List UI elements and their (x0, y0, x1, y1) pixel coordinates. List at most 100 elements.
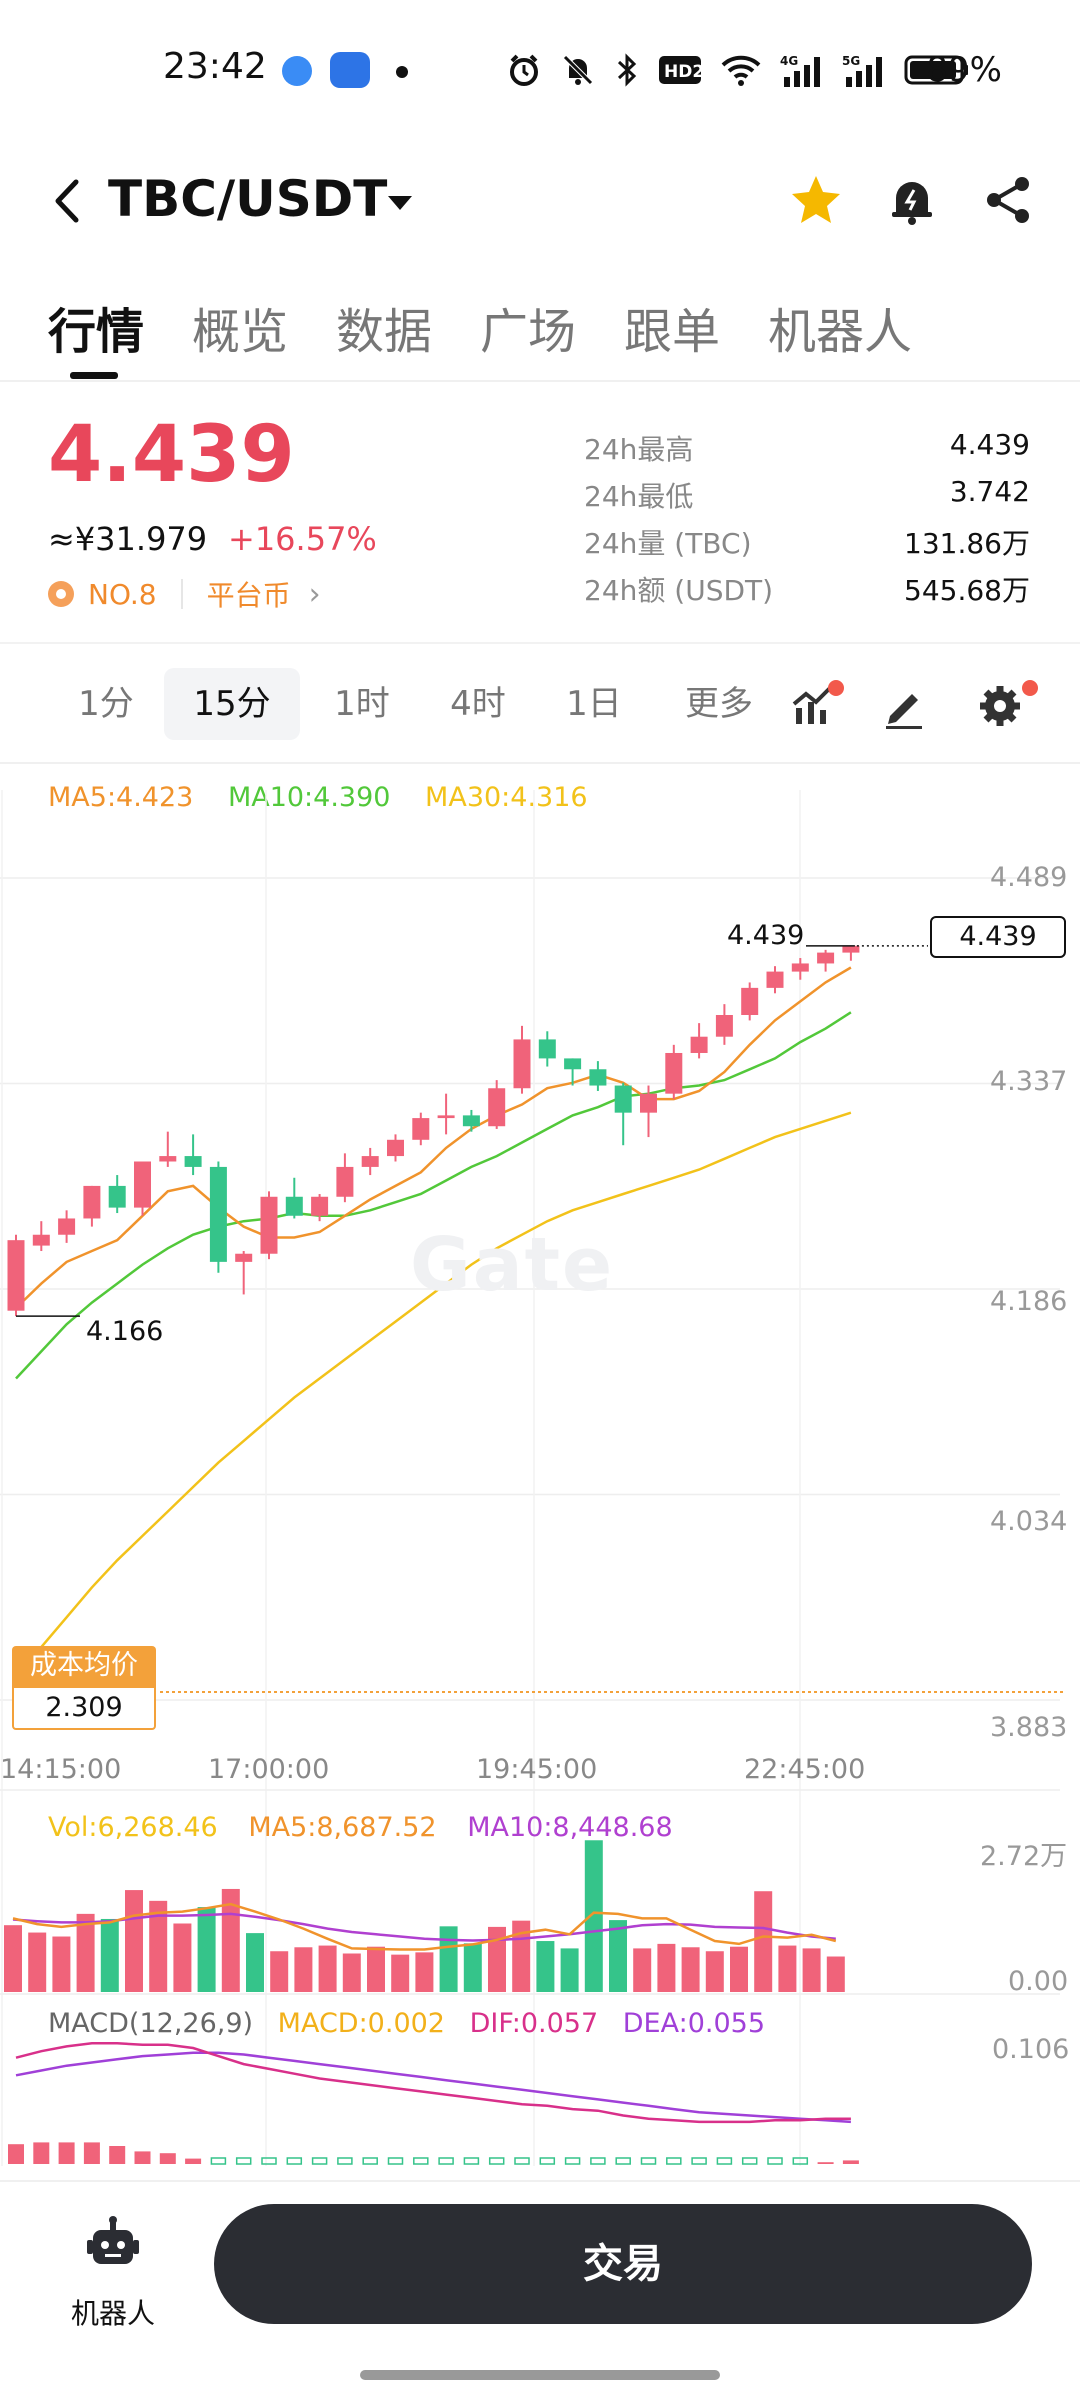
volume-bar (584, 1840, 603, 1992)
candle-body (488, 1088, 506, 1127)
tab-market[interactable]: 行情 (48, 304, 145, 360)
price-change: +16.57% (228, 520, 377, 558)
interval-15m[interactable]: 15分 (164, 668, 300, 740)
main-tabs: 行情 概览 数据 广场 跟单 机器人 (0, 280, 1080, 380)
tab-overview[interactable]: 概览 (192, 304, 289, 360)
interval-more[interactable]: 更多 (685, 684, 753, 724)
draw-tool-icon[interactable] (880, 682, 928, 730)
macd-hist-bar (8, 2144, 24, 2164)
bell-icon[interactable] (884, 172, 940, 228)
candle-body (462, 1115, 480, 1127)
price-axis-label: 4.034 (990, 1506, 1068, 1537)
stat-value: 3.742 (949, 475, 1030, 508)
stat-24h-high: 24h最高 4.439 (584, 428, 1030, 475)
trade-button[interactable]: 交易 (214, 2204, 1032, 2324)
dea-line (15, 2051, 851, 2124)
candle-body (412, 1118, 430, 1140)
status-icons: HD2 4G 5G (506, 50, 970, 90)
volume-bar (76, 1913, 95, 1992)
macd-hist-bar (842, 2160, 859, 2164)
macd-hist-bar (387, 2157, 404, 2165)
macd-hist-bar (362, 2157, 378, 2165)
candle-body (817, 952, 835, 964)
candle-body (32, 1234, 50, 1246)
price-cny: ≈¥31.979 (48, 520, 208, 558)
current-price-tag: 4.439 (930, 916, 1066, 958)
price-axis-label: 4.337 (990, 1066, 1068, 1097)
tab-robot[interactable]: 机器人 (768, 304, 913, 360)
ma30-value: MA30:4.316 (425, 782, 588, 813)
tab-data[interactable]: 数据 (336, 304, 433, 360)
price-axis-label: 3.883 (990, 1712, 1068, 1743)
stat-24h-low: 24h最低 3.742 (584, 475, 1030, 522)
macd-hist-bar (792, 2157, 809, 2165)
candle-body (640, 1093, 657, 1113)
chevron-right-icon[interactable]: › (308, 576, 321, 612)
volume-bar (488, 1926, 506, 1992)
tab-square[interactable]: 广场 (480, 304, 577, 360)
macd-hist-bar (741, 2157, 758, 2165)
robot-button[interactable]: 机器人 (60, 2210, 166, 2330)
interval-1m[interactable]: 1分 (78, 684, 134, 724)
home-indicator[interactable] (360, 2370, 720, 2380)
low-price-marker: 4.166 (86, 1316, 164, 1347)
volume-axis-label: 0.00 (1008, 1966, 1069, 1997)
volume-bar (463, 1943, 482, 1992)
candle-body (513, 1039, 531, 1089)
app-notification-icon (282, 56, 312, 86)
cost-average-label[interactable]: 成本均价 (12, 1646, 156, 1686)
candle-body (766, 971, 784, 988)
pair-title[interactable]: TBC/USDT (108, 170, 388, 228)
volume-value: Vol:6,268.46 (48, 1812, 218, 1843)
high-price-marker: 4.439 (727, 920, 805, 951)
dea-value: DEA:0.055 (622, 2008, 766, 2039)
candle-body (285, 1196, 303, 1216)
interval-1d[interactable]: 1日 (566, 684, 622, 724)
volume-bar (705, 1951, 724, 1992)
volume-bar (536, 1941, 555, 1992)
macd-hist-bar (286, 2157, 303, 2165)
share-icon[interactable] (980, 172, 1036, 228)
volume-ma5-value: MA5:8,687.52 (248, 1812, 437, 1843)
dif-value: DIF:0.057 (469, 2008, 599, 2039)
cost-average-value: 2.309 (12, 1686, 156, 1730)
volume-bar (367, 1946, 385, 1992)
macd-hist-bar (83, 2142, 100, 2164)
settings-gear-icon[interactable] (976, 682, 1024, 730)
ticker-stats: 24h最高 4.439 24h最低 3.742 24h量 (TBC) 131.8… (584, 428, 1030, 616)
volume-legend: Vol:6,268.46 MA5:8,687.52 MA10:8,448.68 (48, 1812, 695, 1843)
volume-bar (415, 1952, 434, 1992)
volume-bar (342, 1953, 361, 1992)
star-icon[interactable] (788, 172, 844, 228)
macd-hist-bar (817, 2162, 834, 2164)
stat-24h-volume: 24h量 (TBC) 131.86万 (584, 522, 1030, 569)
platform-coin-link[interactable]: 平台币 (206, 579, 291, 612)
dropdown-caret-icon[interactable] (388, 196, 412, 210)
stat-value: 131.86万 (904, 527, 1030, 560)
candle-body (134, 1161, 151, 1208)
volume-bar (439, 1926, 458, 1992)
top-header: TBC/USDT (0, 140, 1080, 260)
macd-hist-bar (488, 2157, 505, 2165)
back-icon[interactable] (48, 176, 88, 226)
candle-body (83, 1185, 101, 1219)
hd-icon: HD2 (659, 56, 702, 84)
macd-value: MACD:0.002 (277, 2008, 445, 2039)
tab-copy-trading[interactable]: 跟单 (624, 304, 721, 360)
divider (0, 380, 1080, 382)
volume-bar (4, 1925, 22, 1992)
interval-4h[interactable]: 4时 (450, 684, 506, 724)
hd-label: HD2 (664, 62, 702, 82)
interval-1h[interactable]: 1时 (334, 684, 390, 724)
app-notification-icon-2 (330, 52, 370, 88)
time-axis-label: 17:00:00 (208, 1754, 330, 1785)
volume-axis-label: 2.72万 (980, 1841, 1068, 1872)
macd-hist-bar (590, 2157, 606, 2165)
macd-hist-bar (463, 2157, 480, 2165)
indicator-icon[interactable] (790, 682, 838, 730)
macd-hist-bar (58, 2142, 75, 2164)
candle-body (58, 1218, 76, 1235)
kline-chart[interactable] (0, 0, 1080, 2180)
volume-bar (246, 1933, 264, 1992)
